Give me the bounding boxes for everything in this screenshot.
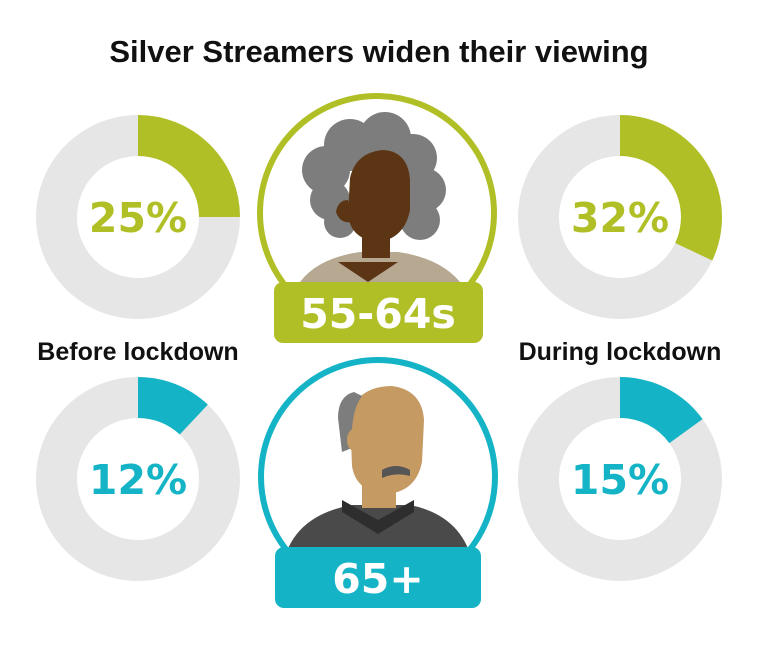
donut-charts: 25% 32% 12% 15% bbox=[36, 115, 722, 581]
badge-label-65-plus: 65+ bbox=[332, 555, 423, 603]
data-label-65-plus-during-lockdown: 15% bbox=[571, 456, 669, 504]
badge-55-64s: 55-64s bbox=[274, 282, 483, 343]
data-label-65-plus-before-lockdown: 12% bbox=[89, 456, 187, 504]
data-label-55-64s-during-lockdown: 32% bbox=[571, 194, 669, 242]
donut-slice-65-plus-before-lockdown bbox=[36, 377, 240, 581]
donut-slice-65-plus-during-lockdown bbox=[518, 377, 722, 581]
data-label-55-64s-before-lockdown: 25% bbox=[89, 194, 187, 242]
donut-slice-55-64s-before-lockdown bbox=[36, 115, 240, 319]
badge-65-plus: 65+ bbox=[275, 547, 481, 608]
badge-label-55-64s: 55-64s bbox=[300, 290, 456, 338]
chart-title: Silver Streamers widen their viewing bbox=[109, 34, 648, 69]
caption-before-lockdown: Before lockdown bbox=[37, 338, 238, 366]
elderly-woman-icon bbox=[257, 93, 497, 333]
caption-during-lockdown: During lockdown bbox=[519, 338, 722, 366]
donut-slice-55-64s-during-lockdown bbox=[518, 115, 722, 319]
